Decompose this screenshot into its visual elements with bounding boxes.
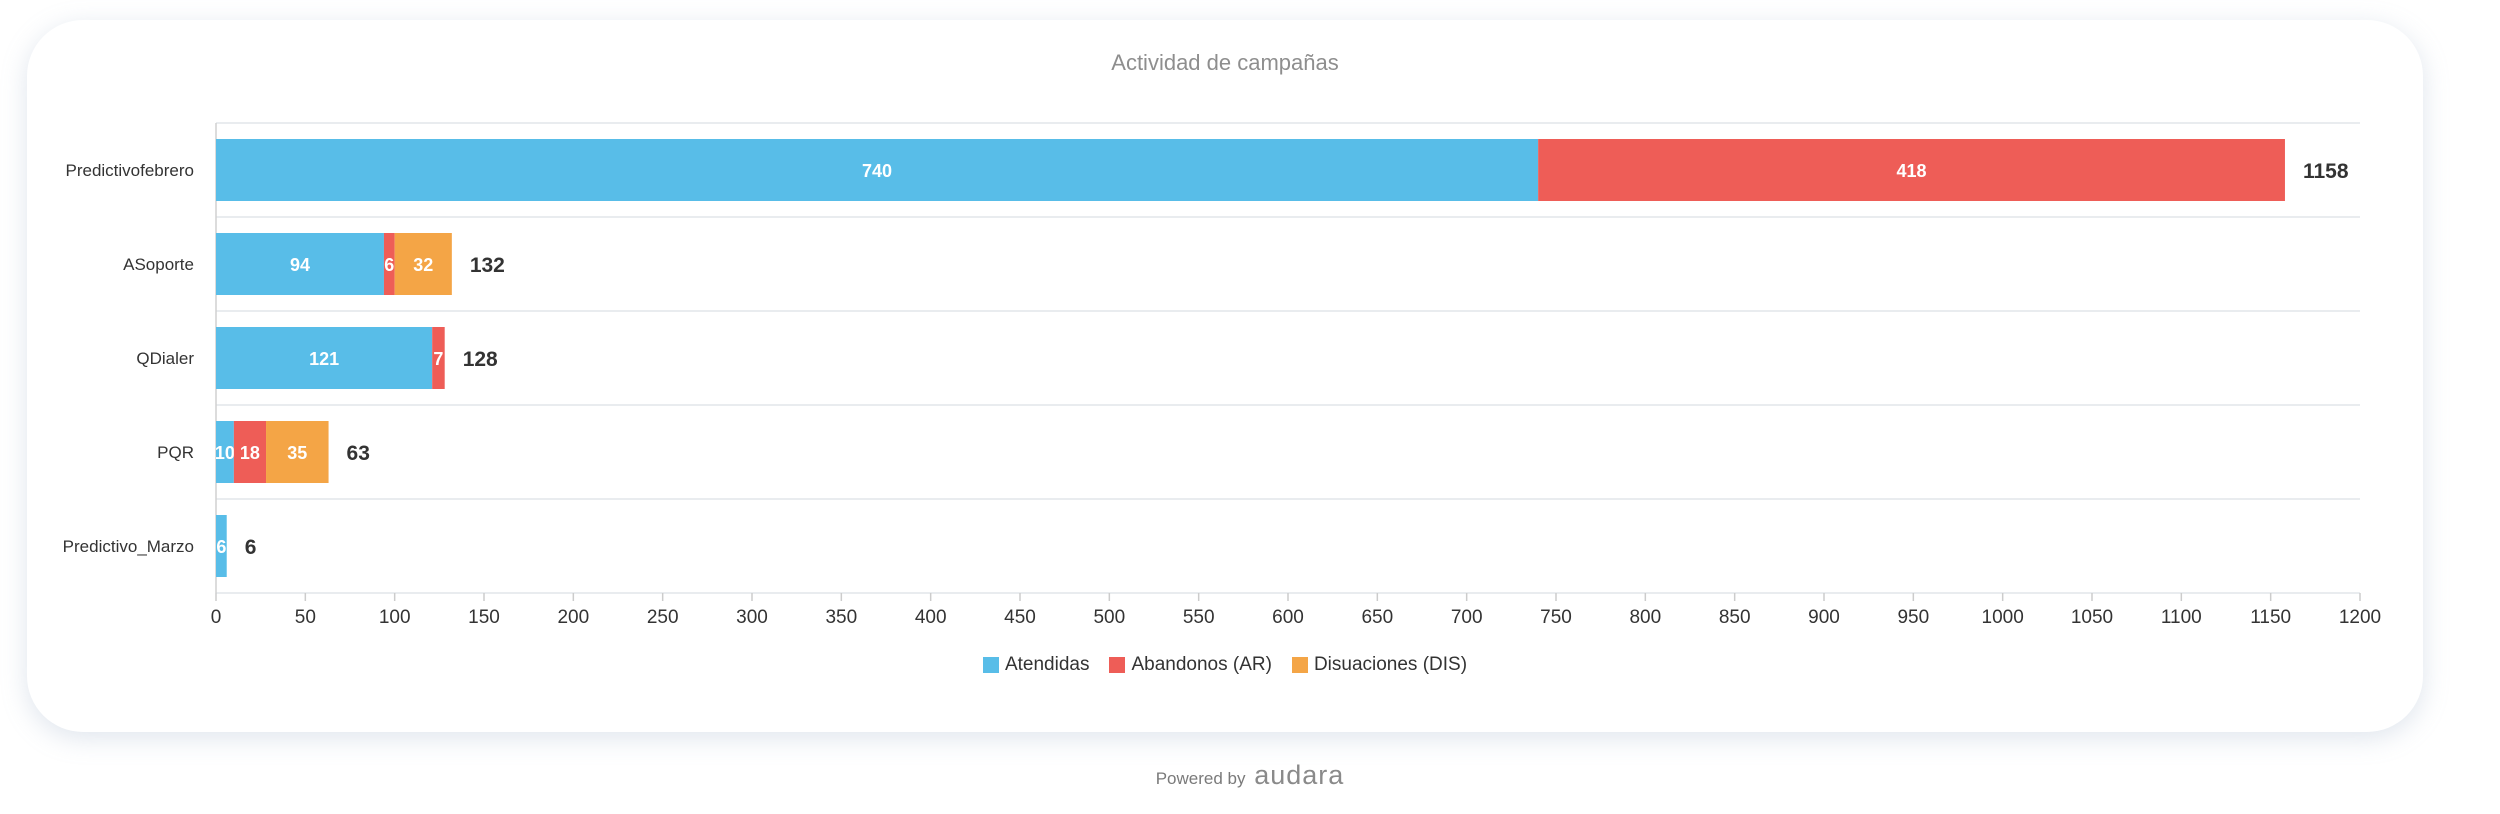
bar-data-label: 32 (413, 255, 433, 275)
bar-data-label: 740 (862, 161, 892, 181)
x-tick-label: 200 (557, 607, 589, 628)
x-tick-label: 1200 (2339, 607, 2381, 628)
bar-total-label: 1158 (2303, 160, 2349, 183)
brand-logo: audara (1254, 760, 1345, 790)
x-tick-label: 350 (825, 607, 857, 628)
bar-data-label: 35 (287, 443, 307, 463)
legend-label: Abandonos (AR) (1131, 654, 1272, 675)
legend-item[interactable]: Atendidas (982, 654, 1090, 676)
bar-segment (216, 421, 234, 483)
chart-card: Actividad de campañas 0 50 100 150 200 250 300… (27, 20, 2423, 732)
x-tick-label: 850 (1719, 607, 1751, 628)
bar-segment (233, 421, 267, 483)
powered-by-footer: Powered by audara (0, 760, 2500, 791)
legend-label: Atendidas (1004, 654, 1090, 675)
x-tick-label: 1150 (2250, 607, 2291, 628)
x-tick-label: 550 (1183, 607, 1215, 628)
bar-segment (383, 233, 395, 295)
x-tick-label: 250 (647, 607, 679, 628)
legend-swatch (982, 657, 999, 673)
bar-total-label: 63 (347, 442, 370, 465)
category-label: QDialer (136, 349, 194, 368)
bar-segment (394, 233, 452, 295)
x-tick-label: 750 (1540, 607, 1572, 628)
bar-segment (216, 515, 227, 577)
x-tick-label: 950 (1897, 607, 1929, 628)
x-tick-label: 100 (379, 607, 411, 628)
x-tick-label: 900 (1808, 607, 1840, 628)
category-label: Predictivofebrero (65, 161, 194, 180)
chart-legend: Atendidas Abandonos (AR) Disuaciones (DIS) (27, 654, 2423, 676)
bar-data-label: 10 (215, 443, 235, 463)
bar-chart: 0 50 100 150 200 250 300 350 400 450 500 550 600 650 7… (63, 122, 2381, 628)
x-tick-label: 700 (1451, 607, 1483, 628)
legend-item[interactable]: Abandonos (AR) (1109, 654, 1272, 676)
bar-total-label: 6 (245, 536, 257, 559)
x-tick-label: 50 (295, 607, 316, 628)
bar-segment (432, 327, 445, 389)
bar-segment (216, 139, 1539, 201)
bar-data-label: 121 (309, 349, 339, 369)
x-tick-label: 800 (1629, 607, 1661, 628)
x-tick-label: 400 (915, 607, 947, 628)
bar-total-label: 132 (470, 254, 505, 277)
x-tick-label: 0 (211, 607, 222, 628)
x-tick-label: 650 (1361, 607, 1393, 628)
x-tick-label: 600 (1272, 607, 1304, 628)
x-tick-label: 1100 (2161, 607, 2202, 628)
bar-segment (266, 421, 329, 483)
bar-data-label: 94 (290, 255, 310, 275)
legend-label: Disuaciones (DIS) (1313, 654, 1468, 675)
chart-title: Actividad de campañas (1111, 50, 1339, 75)
bar-data-label: 18 (240, 443, 260, 463)
bar-data-label: 418 (1897, 161, 1927, 181)
x-tick-label: 450 (1004, 607, 1036, 628)
category-label: ASoporte (123, 255, 194, 274)
bar-segment (216, 327, 433, 389)
bar-data-label: 6 (216, 537, 226, 557)
powered-by-label: Powered by (1155, 769, 1246, 788)
bar-segment (216, 233, 384, 295)
bar-total-label: 128 (463, 348, 498, 371)
category-label: Predictivo_Marzo (63, 537, 194, 556)
x-tick-label: 150 (468, 607, 500, 628)
legend-swatch (1109, 657, 1126, 673)
x-tick-label: 500 (1093, 607, 1125, 628)
x-tick-label: 1000 (1982, 607, 2024, 628)
x-tick-label: 1050 (2071, 607, 2113, 628)
bar-data-label: 7 (433, 349, 443, 369)
x-tick-label: 300 (736, 607, 768, 628)
legend-swatch (1291, 657, 1308, 673)
bar-segment (1538, 139, 2285, 201)
legend-item[interactable]: Disuaciones (DIS) (1291, 654, 1468, 676)
category-label: PQR (157, 443, 194, 462)
bar-data-label: 6 (384, 255, 394, 275)
